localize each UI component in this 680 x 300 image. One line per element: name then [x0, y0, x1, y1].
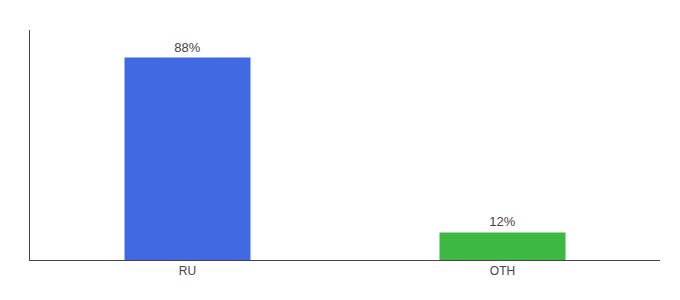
svg-text:12%: 12%	[489, 214, 515, 229]
svg-text:OTH: OTH	[490, 264, 515, 278]
svg-text:RU: RU	[179, 264, 196, 278]
svg-text:88%: 88%	[174, 40, 200, 55]
